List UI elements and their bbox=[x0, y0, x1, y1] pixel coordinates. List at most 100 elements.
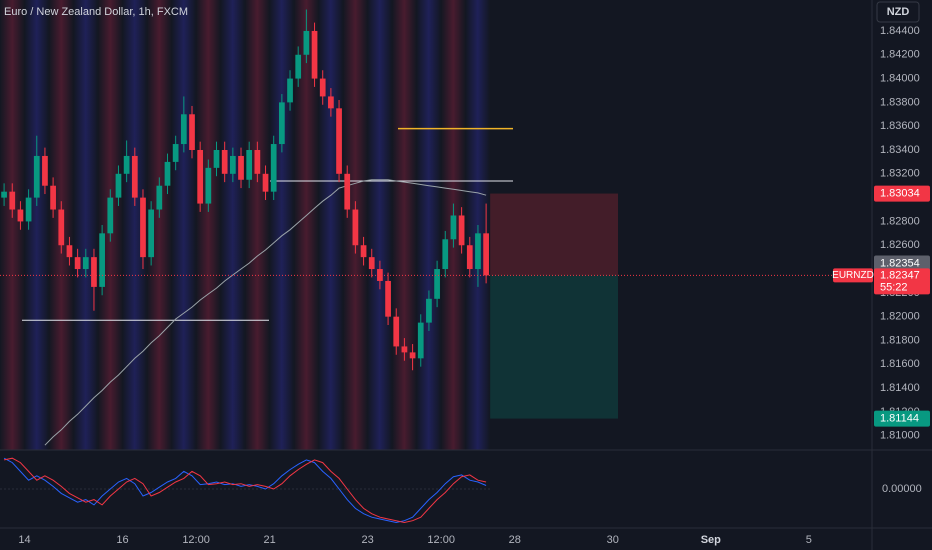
countdown: 55:22 bbox=[880, 281, 908, 293]
candle-body bbox=[197, 150, 204, 204]
candle-body bbox=[466, 245, 473, 270]
candle-body bbox=[254, 150, 261, 174]
candle-body bbox=[9, 191, 16, 210]
entry-price-label: 1.82347 bbox=[880, 269, 920, 281]
shade bbox=[220, 0, 245, 450]
candle-body bbox=[99, 233, 105, 287]
stop-zone bbox=[490, 193, 618, 276]
y-tick-label: 1.83600 bbox=[880, 120, 920, 132]
y-tick-label: 1.83400 bbox=[880, 144, 920, 156]
candle-body bbox=[107, 197, 114, 234]
session-shading bbox=[0, 0, 491, 450]
candle-body bbox=[131, 155, 138, 198]
candle-body bbox=[311, 30, 318, 79]
shade bbox=[269, 0, 294, 450]
osc-tick-label: 0.00000 bbox=[882, 483, 922, 495]
candle-body bbox=[213, 150, 220, 168]
symbol-label: EURNZD bbox=[832, 270, 874, 281]
candle-body bbox=[91, 257, 97, 287]
shade bbox=[73, 0, 98, 450]
target-price-label-box bbox=[874, 410, 930, 427]
candle-body bbox=[360, 245, 367, 258]
x-tick-label: 23 bbox=[362, 534, 374, 546]
currency-button[interactable] bbox=[876, 1, 920, 23]
candle-body bbox=[74, 257, 81, 270]
candle-body bbox=[246, 150, 253, 180]
candle-body bbox=[33, 155, 40, 198]
candle-body bbox=[303, 30, 310, 55]
y-tick-label: 1.84200 bbox=[880, 49, 920, 61]
candle-body bbox=[328, 96, 334, 109]
candle-body bbox=[156, 185, 163, 210]
chart-title: Euro / New Zealand Dollar, 1h, FXCM bbox=[4, 6, 188, 18]
y-tick-label: 1.83200 bbox=[880, 168, 920, 180]
shade bbox=[367, 0, 392, 450]
entry-price-box bbox=[874, 268, 930, 295]
candle-body bbox=[17, 209, 24, 222]
candle-body bbox=[180, 114, 187, 145]
x-tick-label: 5 bbox=[806, 534, 812, 546]
x-tick-label: Sep bbox=[701, 534, 721, 546]
currency-label[interactable]: NZD bbox=[887, 6, 910, 18]
oscillator-line bbox=[3, 457, 487, 524]
candle-body bbox=[483, 233, 489, 276]
candle-body bbox=[417, 322, 424, 359]
x-tick-label: 14 bbox=[18, 534, 30, 546]
candle-body bbox=[377, 269, 383, 281]
candle-body bbox=[189, 114, 195, 150]
y-tick-label: 1.83800 bbox=[880, 96, 920, 108]
candle-body bbox=[287, 78, 293, 103]
shade bbox=[171, 0, 196, 450]
candle-body bbox=[409, 352, 416, 359]
y-tick-label: 1.82600 bbox=[880, 239, 920, 251]
y-tick-label: 1.81600 bbox=[880, 358, 920, 370]
candle-body bbox=[66, 245, 73, 258]
target-price-label: 1.81144 bbox=[880, 412, 919, 424]
candle-body bbox=[140, 197, 146, 258]
candle-body bbox=[368, 257, 375, 270]
y-tick-label: 1.82800 bbox=[880, 215, 920, 227]
target-zone bbox=[490, 275, 618, 419]
stop-price-label: 1.83034 bbox=[880, 187, 920, 199]
candle-body bbox=[221, 150, 228, 174]
stop-price-label-box bbox=[874, 185, 930, 202]
candle-body bbox=[336, 108, 342, 174]
last-price-label-box bbox=[874, 255, 930, 272]
candle-body bbox=[50, 185, 56, 210]
candle-body bbox=[25, 197, 32, 222]
y-tick-label: 1.81400 bbox=[880, 382, 920, 394]
candle-body bbox=[270, 144, 277, 192]
shade bbox=[318, 0, 343, 450]
candle-body bbox=[426, 298, 432, 323]
candle-body bbox=[164, 161, 171, 186]
y-tick-label: 1.84400 bbox=[880, 25, 920, 37]
candle-body bbox=[42, 155, 48, 186]
candle-body bbox=[458, 215, 465, 246]
candle-body bbox=[442, 239, 449, 270]
candle-body bbox=[279, 102, 285, 145]
candle-body bbox=[123, 155, 130, 174]
y-tick-label: 1.81800 bbox=[880, 334, 920, 346]
y-tick-label: 1.84000 bbox=[880, 72, 920, 84]
moving-average bbox=[44, 179, 487, 446]
x-tick-label: 21 bbox=[263, 534, 275, 546]
candle-body bbox=[352, 209, 359, 246]
y-tick-label: 1.81000 bbox=[880, 430, 920, 442]
candle-body bbox=[205, 167, 212, 204]
symbol-box bbox=[833, 268, 873, 283]
candle-body bbox=[238, 155, 244, 180]
candle-body bbox=[295, 54, 302, 79]
candle-body bbox=[401, 346, 408, 353]
candle-body bbox=[262, 173, 269, 192]
candle-body bbox=[229, 155, 236, 174]
candle-body bbox=[1, 191, 7, 198]
x-tick-label: 16 bbox=[116, 534, 128, 546]
last-price-label: 1.82354 bbox=[880, 257, 920, 269]
shade bbox=[416, 0, 441, 450]
x-tick-label: 30 bbox=[607, 534, 619, 546]
candle-body bbox=[148, 209, 155, 258]
candle-body bbox=[319, 78, 326, 97]
candle-body bbox=[393, 316, 400, 347]
shade bbox=[245, 0, 270, 450]
